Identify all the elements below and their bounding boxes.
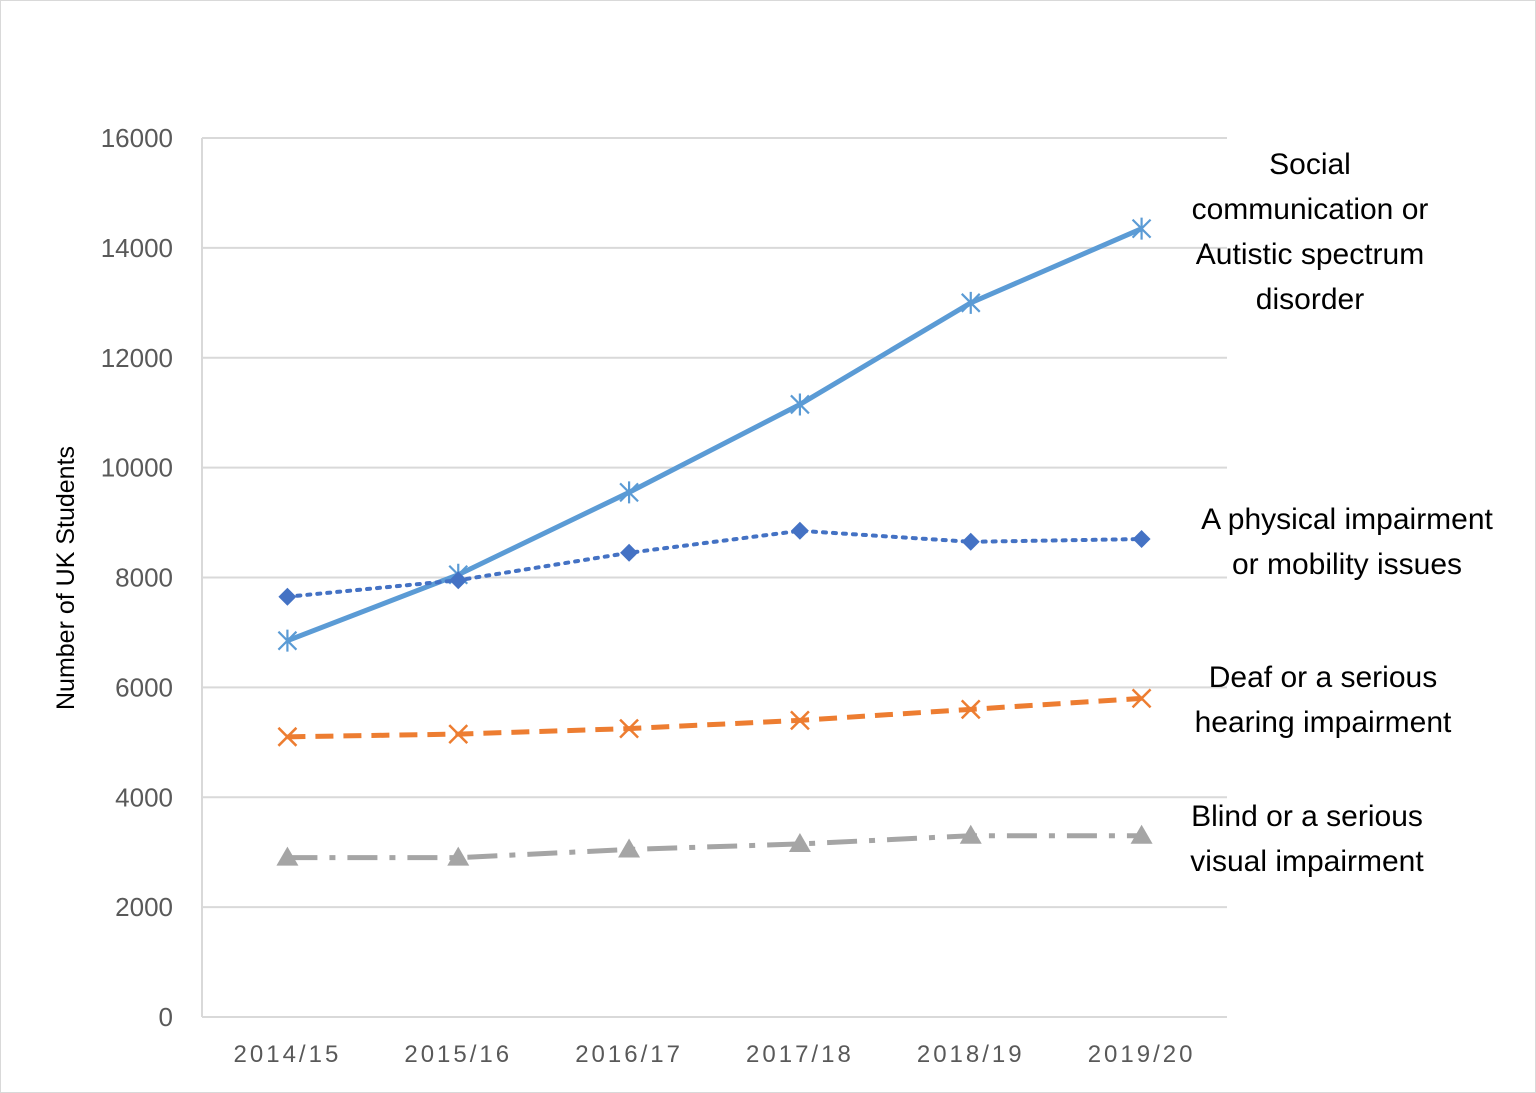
data-point-asterisk	[277, 629, 298, 652]
y-axis-label: Number of UK Students	[52, 446, 80, 710]
series-label: hearing impairment	[1195, 706, 1452, 739]
data-point-diamond	[790, 521, 809, 540]
series-line	[286, 226, 1143, 644]
data-point-triangle	[276, 846, 299, 866]
data-point-triangle	[959, 824, 982, 844]
y-tick-label: 8000	[115, 563, 173, 593]
x-tick-label: 2019/20	[1088, 1041, 1196, 1068]
series-label: Blind or a serious	[1191, 800, 1423, 833]
series-label: visual impairment	[1190, 845, 1424, 878]
data-point-x	[619, 718, 639, 739]
data-point-triangle	[788, 832, 811, 852]
data-point-diamond	[620, 543, 639, 562]
series-2	[277, 688, 1152, 747]
data-point-asterisk	[790, 393, 810, 416]
data-point-x	[448, 724, 469, 744]
y-tick-label: 12000	[101, 343, 173, 373]
data-point-x	[960, 699, 981, 720]
series-label: Deaf or a serious	[1209, 661, 1437, 694]
y-tick-label: 10000	[101, 453, 173, 483]
x-tick-label: 2015/16	[404, 1041, 512, 1068]
data-point-asterisk	[1131, 217, 1152, 240]
series-3	[276, 824, 1153, 866]
series-label: disorder	[1256, 283, 1364, 316]
series-line	[287, 695, 1142, 740]
series-label: Autistic spectrum	[1196, 238, 1424, 271]
y-tick-label: 4000	[115, 782, 173, 812]
data-point-asterisk	[960, 291, 981, 314]
x-tick-label: 2014/15	[234, 1041, 342, 1068]
series-label: or mobility issues	[1232, 548, 1462, 581]
data-point-diamond	[1132, 530, 1151, 549]
x-tick-label: 2017/18	[746, 1041, 854, 1068]
series-lines	[276, 217, 1153, 866]
y-tick-label: 6000	[115, 672, 173, 702]
series-label: Social	[1269, 148, 1351, 181]
data-point-triangle	[618, 838, 641, 858]
y-tick-label: 0	[159, 1002, 173, 1032]
data-point-asterisk	[619, 481, 639, 504]
data-point-triangle	[1130, 824, 1153, 844]
series-line	[285, 528, 1144, 599]
y-axis-ticks: 0 2000 4000 6000 8000 10000 12000 14000 16000	[101, 123, 173, 1032]
series-line	[287, 833, 1142, 861]
x-tick-label: 2018/19	[917, 1041, 1025, 1068]
gridlines	[201, 137, 1227, 1018]
y-tick-label: 2000	[115, 892, 173, 922]
data-point-diamond	[449, 571, 468, 590]
data-point-x	[277, 726, 298, 747]
y-tick-label: 14000	[101, 233, 173, 263]
x-axis-ticks: 2014/15 2015/16 2016/17 2017/18 2018/19 2019/…	[234, 1041, 1196, 1068]
y-tick-label: 16000	[101, 123, 173, 153]
x-tick-label: 2016/17	[575, 1041, 683, 1068]
series-label: communication or	[1192, 193, 1429, 226]
data-point-x	[1131, 688, 1152, 709]
series-0	[277, 217, 1152, 652]
series-1	[278, 521, 1151, 606]
data-point-triangle	[447, 846, 470, 866]
data-point-diamond	[961, 532, 980, 551]
data-point-diamond	[278, 587, 297, 606]
data-point-x	[790, 710, 810, 731]
series-labels: Social communication or Autistic spectrum d…	[1190, 148, 1493, 878]
series-label: A physical impairment	[1201, 503, 1493, 536]
